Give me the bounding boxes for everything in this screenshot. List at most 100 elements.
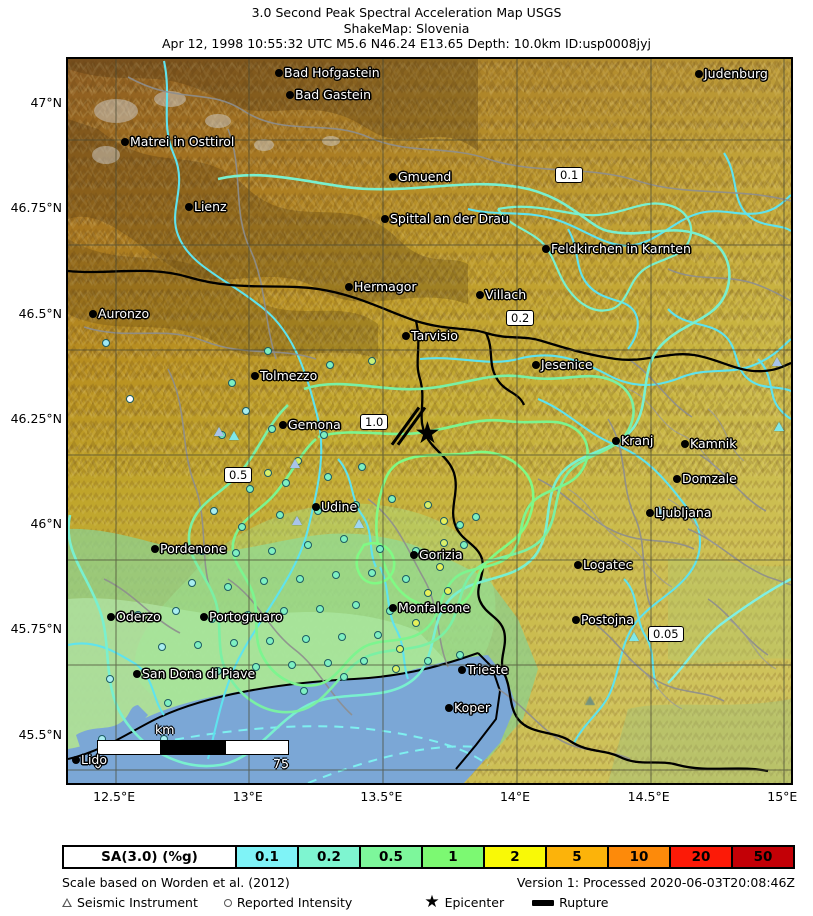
epicenter-icon: ★ [424, 892, 440, 912]
city-label: Gorizia [411, 546, 463, 562]
city-name: Lido [81, 752, 108, 767]
intensity-dot [198, 547, 206, 555]
intensity-dot [188, 579, 196, 587]
intensity-dot [244, 611, 252, 619]
intensity-dot [268, 547, 276, 555]
city-name: Bad Gastein [295, 87, 371, 102]
city-marker-dot [108, 613, 114, 620]
terrain-layer [68, 59, 791, 783]
legend-bin-20: 20 [671, 847, 733, 867]
city-name: Tarvisio [411, 328, 458, 343]
intensity-dot [102, 339, 110, 347]
key-seismic-instrument: Seismic Instrument [62, 895, 198, 910]
title-line-1: 3.0 Second Peak Spectral Acceleration Ma… [251, 5, 562, 20]
intensity-dot [264, 469, 272, 477]
intensity-dot [374, 631, 382, 639]
seismic-instrument-icon [214, 427, 224, 436]
city-label: Spittal an der Drau [382, 210, 509, 226]
longitude-tick-label: 14°E [499, 789, 531, 804]
city-label: Postojna [573, 611, 634, 627]
intensity-dot [440, 539, 448, 547]
intensity-dot [260, 577, 268, 585]
intensity-dot [208, 615, 216, 623]
city-name: Pordenone [160, 541, 227, 556]
key-reported-intensity: Reported Intensity [223, 895, 353, 910]
city-marker-dot [573, 616, 579, 623]
city-marker-dot [390, 173, 396, 180]
intensity-dot [264, 347, 272, 355]
city-marker-dot [134, 670, 140, 677]
intensity-dot [440, 517, 448, 525]
intensity-dot [210, 507, 218, 515]
reported-intensity-group [68, 59, 791, 783]
intensity-dot [424, 501, 432, 509]
intensity-dot [368, 569, 376, 577]
intensity-dot [392, 665, 400, 673]
city-label: Hermagor [346, 278, 417, 294]
intensity-dot [368, 357, 376, 365]
intensity-dot [304, 541, 312, 549]
city-label: Ljubljana [647, 504, 711, 520]
legend-bin-1: 1 [423, 847, 485, 867]
contour-label-0-05: 0.05 [648, 626, 684, 642]
key-rupture: Rupture [532, 895, 608, 910]
key-rupture-label: Rupture [559, 895, 609, 910]
key-epicenter-label: Epicenter [444, 895, 505, 910]
city-label: Judenburg [696, 65, 768, 81]
longitude-tick-label: 15°E [767, 789, 798, 804]
city-marker-dot [73, 756, 79, 763]
seismic-instrument-icon [654, 506, 664, 515]
latitude-tick-label: 46.5°N [18, 305, 62, 321]
reported-intensity-icon [223, 898, 232, 907]
city-label: Jesenice [533, 356, 593, 372]
longitude-tick-label: 13.5°E [360, 789, 403, 804]
city-label: San Dona di Piave [134, 665, 255, 681]
city-marker-dot [411, 551, 417, 558]
city-name: Auronzo [98, 306, 150, 321]
city-name: Judenburg [704, 66, 768, 81]
intensity-dot [358, 463, 366, 471]
seismic-instrument-icon [774, 422, 784, 431]
intensity-dot [412, 619, 420, 627]
city-name: Portogruaro [209, 609, 283, 624]
map-canvas [68, 59, 791, 783]
scale-bar-unit: km [155, 722, 175, 737]
city-label: Lienz [186, 198, 227, 214]
legend-bin-label: 50 [753, 849, 773, 865]
intensity-dot [424, 589, 432, 597]
key-reported-intensity-label: Reported Intensity [236, 895, 353, 910]
city-label: Auronzo [90, 305, 149, 321]
intensity-dot [288, 661, 296, 669]
city-marker-dot [459, 666, 465, 673]
seismic-instrument-icon [772, 357, 782, 366]
city-label: Bad Gastein [287, 86, 371, 102]
key-epicenter: ★ Epicenter [424, 892, 505, 912]
city-label: Tarvisio [403, 327, 458, 343]
latitude-tick-label: 45.75°N [10, 621, 62, 637]
latitude-tick-label: 46.25°N [10, 410, 62, 426]
contour-label-0-2: 0.2 [506, 310, 535, 326]
city-name: Domzale [682, 471, 737, 486]
intensity-dot [172, 607, 180, 615]
intensity-dot [134, 611, 142, 619]
city-label: Logatec [575, 556, 632, 572]
city-marker-dot [613, 437, 619, 444]
intensity-dot [396, 645, 404, 653]
city-name: Bad Hofgastein [284, 65, 380, 80]
rupture-icon [532, 899, 555, 906]
longitude-tick-label: 13°E [232, 789, 263, 804]
key-seismic-instrument-label: Seismic Instrument [77, 895, 198, 910]
intensity-dot [296, 575, 304, 583]
intensity-dot [232, 549, 240, 557]
intensity-dot [460, 541, 468, 549]
legend-bin-2: 2 [485, 847, 547, 867]
longitude-tick-label: 12.5°E [93, 789, 136, 804]
intensity-dot [424, 657, 432, 665]
legend-bin-0.5: 0.5 [361, 847, 423, 867]
city-label: Feldkirchen in Karnten [543, 240, 691, 256]
legend-bin-label: 10 [629, 849, 649, 865]
shakemap-map[interactable]: ★ 0.1 0.2 1.0 0.5 0.05 km 0 75 Bad Hofga… [66, 57, 793, 785]
legend-header: SA(3.0) (%g) [64, 847, 237, 867]
intensity-dot [340, 673, 348, 681]
city-label: Pordenone [152, 540, 226, 556]
